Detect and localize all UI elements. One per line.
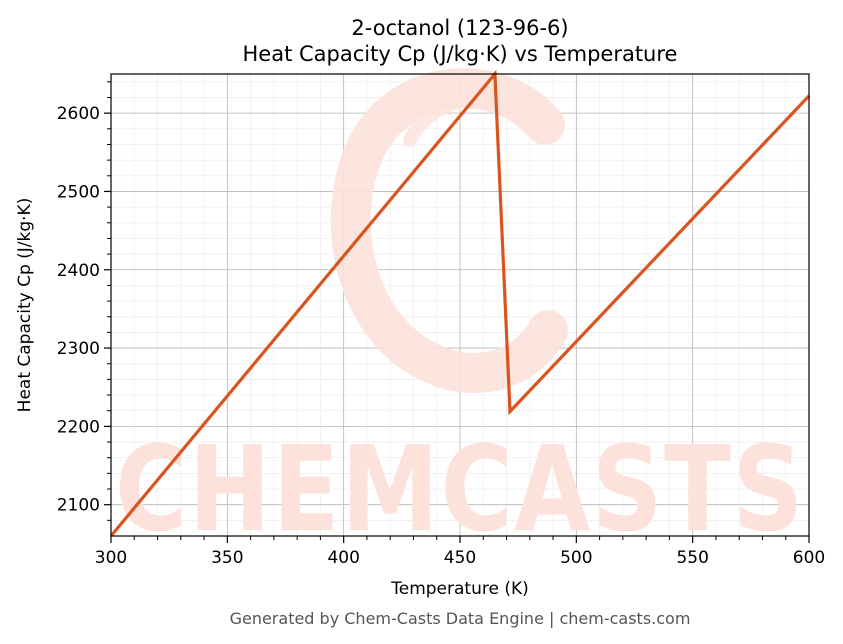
plot-area: CHEMCASTS (109, 68, 811, 558)
footer-credit: Generated by Chem-Casts Data Engine | ch… (230, 609, 691, 628)
y-tick-label: 2200 (57, 417, 100, 437)
y-tick-label: 2500 (57, 182, 100, 202)
y-tick-label: 2600 (57, 104, 100, 124)
x-axis-label: Temperature (K) (390, 579, 529, 599)
watermark-logo-swirl (403, 93, 527, 147)
y-axis: 2100 2200 2300 2400 2500 2600 (57, 81, 111, 521)
x-axis: 300 350 400 450 500 550 600 (95, 536, 825, 568)
series-line (109, 69, 811, 538)
x-tick-label: 450 (444, 548, 476, 568)
y-tick-label: 2300 (57, 339, 100, 359)
chart-title-line1: 2-octanol (123-96-6) (351, 16, 568, 40)
x-tick-label: 400 (327, 548, 359, 568)
watermark-text: CHEMCASTS (115, 420, 805, 558)
watermark-logo (330, 68, 568, 393)
x-tick-label: 350 (211, 548, 243, 568)
watermark: CHEMCASTS (115, 68, 805, 558)
x-tick-label: 550 (676, 548, 708, 568)
y-tick-label: 2400 (57, 261, 100, 281)
x-tick-label: 500 (560, 548, 592, 568)
x-tick-label: 600 (793, 548, 825, 568)
chart-title-line2: Heat Capacity Cp (J/kg·K) vs Temperature (243, 42, 678, 66)
y-axis-label: Heat Capacity Cp (J/kg·K) (15, 198, 35, 413)
y-tick-label: 2100 (57, 496, 100, 516)
x-tick-label: 300 (95, 548, 127, 568)
series-group (109, 69, 811, 538)
